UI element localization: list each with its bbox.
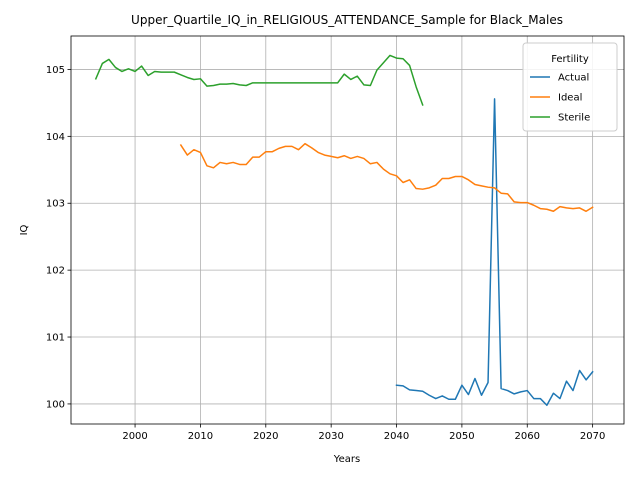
y-tick-label: 103 xyxy=(46,199,65,210)
series-lines xyxy=(94,54,594,407)
legend-label-ideal: Ideal xyxy=(558,93,582,104)
legend: Fertility Actual Ideal Sterile xyxy=(522,42,618,132)
y-tick-label: 102 xyxy=(46,266,65,277)
legend-box xyxy=(522,42,618,132)
legend-label-sterile: Sterile xyxy=(558,113,590,124)
chart-title: Upper_Quartile_IQ_in_RELIGIOUS_ATTENDANC… xyxy=(131,13,563,27)
x-tick-label: 2020 xyxy=(253,431,278,442)
x-tick-label: 2040 xyxy=(384,431,409,442)
x-tick-label: 2050 xyxy=(449,431,474,442)
series-line-sterile xyxy=(94,54,424,106)
x-axis-ticks: 2000 2010 2020 2030 2040 2050 2060 2070 xyxy=(122,424,605,442)
y-tick-label: 105 xyxy=(46,65,65,76)
y-tick-label: 104 xyxy=(46,132,65,143)
x-tick-label: 2000 xyxy=(122,431,147,442)
x-tick-label: 2030 xyxy=(318,431,343,442)
grid xyxy=(71,36,624,424)
y-axis-label: IQ xyxy=(19,224,30,235)
x-axis-label: Years xyxy=(333,454,360,465)
y-tick-label: 100 xyxy=(46,399,65,410)
legend-title: Fertility xyxy=(551,54,589,65)
series-line-actual xyxy=(395,98,594,407)
series-line-ideal xyxy=(179,142,594,213)
legend-entries: Actual Ideal Sterile xyxy=(530,73,590,124)
y-tick-label: 101 xyxy=(46,333,65,344)
x-tick-label: 2060 xyxy=(515,431,540,442)
y-axis-ticks: 100 101 102 103 104 105 xyxy=(46,65,71,410)
x-tick-label: 2070 xyxy=(580,431,605,442)
plot-frame xyxy=(70,35,625,425)
x-tick-label: 2010 xyxy=(188,431,213,442)
legend-label-actual: Actual xyxy=(558,73,589,84)
